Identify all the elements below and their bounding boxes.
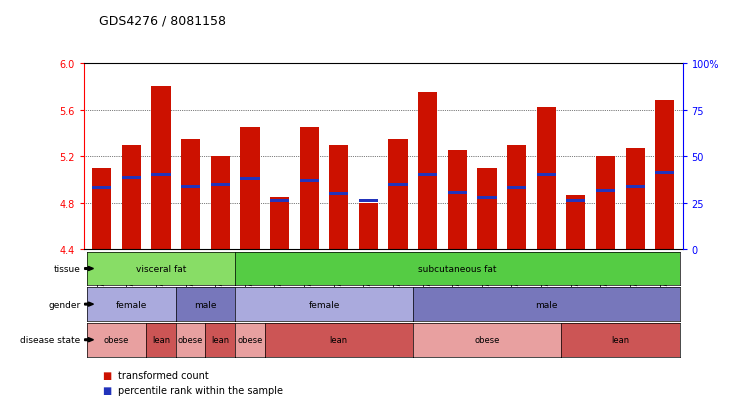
Bar xyxy=(151,174,171,177)
Bar xyxy=(418,174,437,177)
Bar xyxy=(507,145,526,250)
Bar xyxy=(655,172,675,175)
Text: lean: lean xyxy=(211,335,229,344)
Text: percentile rank within the sample: percentile rank within the sample xyxy=(118,385,283,395)
Bar xyxy=(537,108,556,250)
Text: obese: obese xyxy=(178,335,204,344)
Bar xyxy=(359,199,378,202)
Text: transformed count: transformed count xyxy=(118,370,209,380)
Text: ■: ■ xyxy=(102,370,112,380)
Bar xyxy=(418,93,437,250)
Text: subcutaneous fat: subcutaneous fat xyxy=(418,264,496,273)
Bar xyxy=(626,186,645,189)
Bar xyxy=(329,145,348,250)
Text: visceral fat: visceral fat xyxy=(136,264,186,273)
Bar xyxy=(507,187,526,190)
Bar xyxy=(122,176,141,179)
Bar xyxy=(151,87,171,250)
Bar xyxy=(447,151,467,250)
Bar xyxy=(240,128,260,250)
Bar xyxy=(240,178,260,180)
Bar xyxy=(122,145,141,250)
Text: male: male xyxy=(194,300,217,309)
Text: lean: lean xyxy=(152,335,170,344)
Bar xyxy=(92,169,112,250)
Bar xyxy=(477,196,496,199)
Bar xyxy=(388,140,407,250)
Bar xyxy=(270,197,289,250)
Text: obese: obese xyxy=(474,335,499,344)
Bar xyxy=(299,180,319,183)
Bar xyxy=(211,183,230,186)
Bar xyxy=(626,149,645,250)
Bar xyxy=(181,186,200,189)
Bar xyxy=(299,128,319,250)
Text: tissue: tissue xyxy=(53,264,80,273)
Text: lean: lean xyxy=(611,335,629,344)
Text: female: female xyxy=(308,300,339,309)
Text: obese: obese xyxy=(104,335,129,344)
Bar xyxy=(596,157,615,250)
Text: disease state: disease state xyxy=(20,335,80,344)
Text: male: male xyxy=(535,300,558,309)
Bar xyxy=(270,199,289,202)
Bar xyxy=(447,192,467,195)
Text: obese: obese xyxy=(237,335,263,344)
Bar xyxy=(655,101,675,250)
Bar xyxy=(359,204,378,250)
Text: gender: gender xyxy=(48,300,80,309)
Text: female: female xyxy=(115,300,147,309)
Text: lean: lean xyxy=(330,335,348,344)
Bar xyxy=(92,187,112,190)
Bar xyxy=(537,174,556,177)
Bar xyxy=(181,140,200,250)
Bar xyxy=(388,183,407,186)
Text: ■: ■ xyxy=(102,385,112,395)
Text: GDS4276 / 8081158: GDS4276 / 8081158 xyxy=(99,14,226,27)
Bar xyxy=(566,199,585,202)
Bar xyxy=(566,195,585,250)
Bar xyxy=(596,189,615,192)
Bar xyxy=(329,192,348,196)
Bar xyxy=(477,169,496,250)
Bar xyxy=(211,157,230,250)
